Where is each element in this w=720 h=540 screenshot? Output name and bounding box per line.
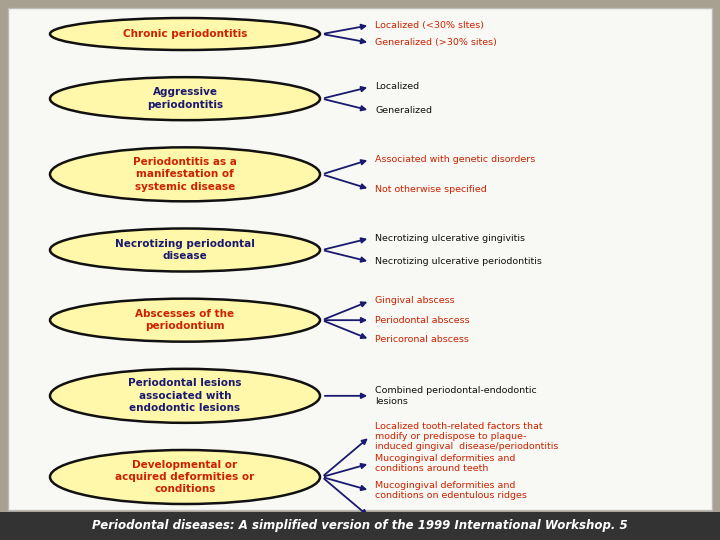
Bar: [0, 512, 720, 540]
Text: Periodontitis as a
manifestation of
systemic disease: Periodontitis as a manifestation of syst…: [133, 157, 237, 192]
Text: Periodontal abscess: Periodontal abscess: [375, 316, 469, 325]
Text: Developmental or
acquired deformities or
conditions: Developmental or acquired deformities or…: [115, 460, 255, 495]
Text: Not otherwise specified: Not otherwise specified: [375, 185, 487, 194]
Ellipse shape: [50, 228, 320, 272]
Text: Generalized (>30% sites): Generalized (>30% sites): [375, 38, 497, 48]
Text: Necrotizing ulcerative gingivitis: Necrotizing ulcerative gingivitis: [375, 234, 525, 242]
Text: Chronic periodontitis: Chronic periodontitis: [123, 29, 247, 39]
Text: Combined periodontal-endodontic
lesions: Combined periodontal-endodontic lesions: [375, 386, 536, 406]
Text: Pericoronal abscess: Pericoronal abscess: [375, 335, 469, 344]
Text: Generalized: Generalized: [375, 106, 432, 115]
Text: Occlusal trauma: Occlusal trauma: [375, 513, 453, 522]
Text: Periodontal diseases: A simplified version of the 1999 International Workshop. 5: Periodontal diseases: A simplified versi…: [92, 519, 628, 532]
Ellipse shape: [50, 299, 320, 342]
Text: Mucogingival deformities and
conditions on edentulous ridges: Mucogingival deformities and conditions …: [375, 481, 527, 500]
Text: Localized tooth-related factors that
modify or predispose to plaque-
induced gin: Localized tooth-related factors that mod…: [375, 422, 559, 451]
Text: Periodontal lesions
associated with
endodontic lesions: Periodontal lesions associated with endo…: [128, 379, 242, 413]
Ellipse shape: [50, 77, 320, 120]
Text: Necrotizing periodontal
disease: Necrotizing periodontal disease: [115, 239, 255, 261]
Ellipse shape: [50, 369, 320, 423]
Text: Necrotizing ulcerative periodontitis: Necrotizing ulcerative periodontitis: [375, 258, 542, 266]
Text: Localized (<30% sltes): Localized (<30% sltes): [375, 21, 484, 30]
Text: Localized: Localized: [375, 82, 419, 91]
Text: Aggressive
periodontitis: Aggressive periodontitis: [147, 87, 223, 110]
Text: Abscesses of the
periodontium: Abscesses of the periodontium: [135, 309, 235, 332]
Ellipse shape: [50, 18, 320, 50]
Ellipse shape: [50, 147, 320, 201]
Text: Mucogingival deformities and
conditions around teeth: Mucogingival deformities and conditions …: [375, 454, 516, 473]
Ellipse shape: [50, 450, 320, 504]
Text: Gingival abscess: Gingival abscess: [375, 296, 454, 305]
Text: Associated with genetic disorders: Associated with genetic disorders: [375, 155, 535, 164]
